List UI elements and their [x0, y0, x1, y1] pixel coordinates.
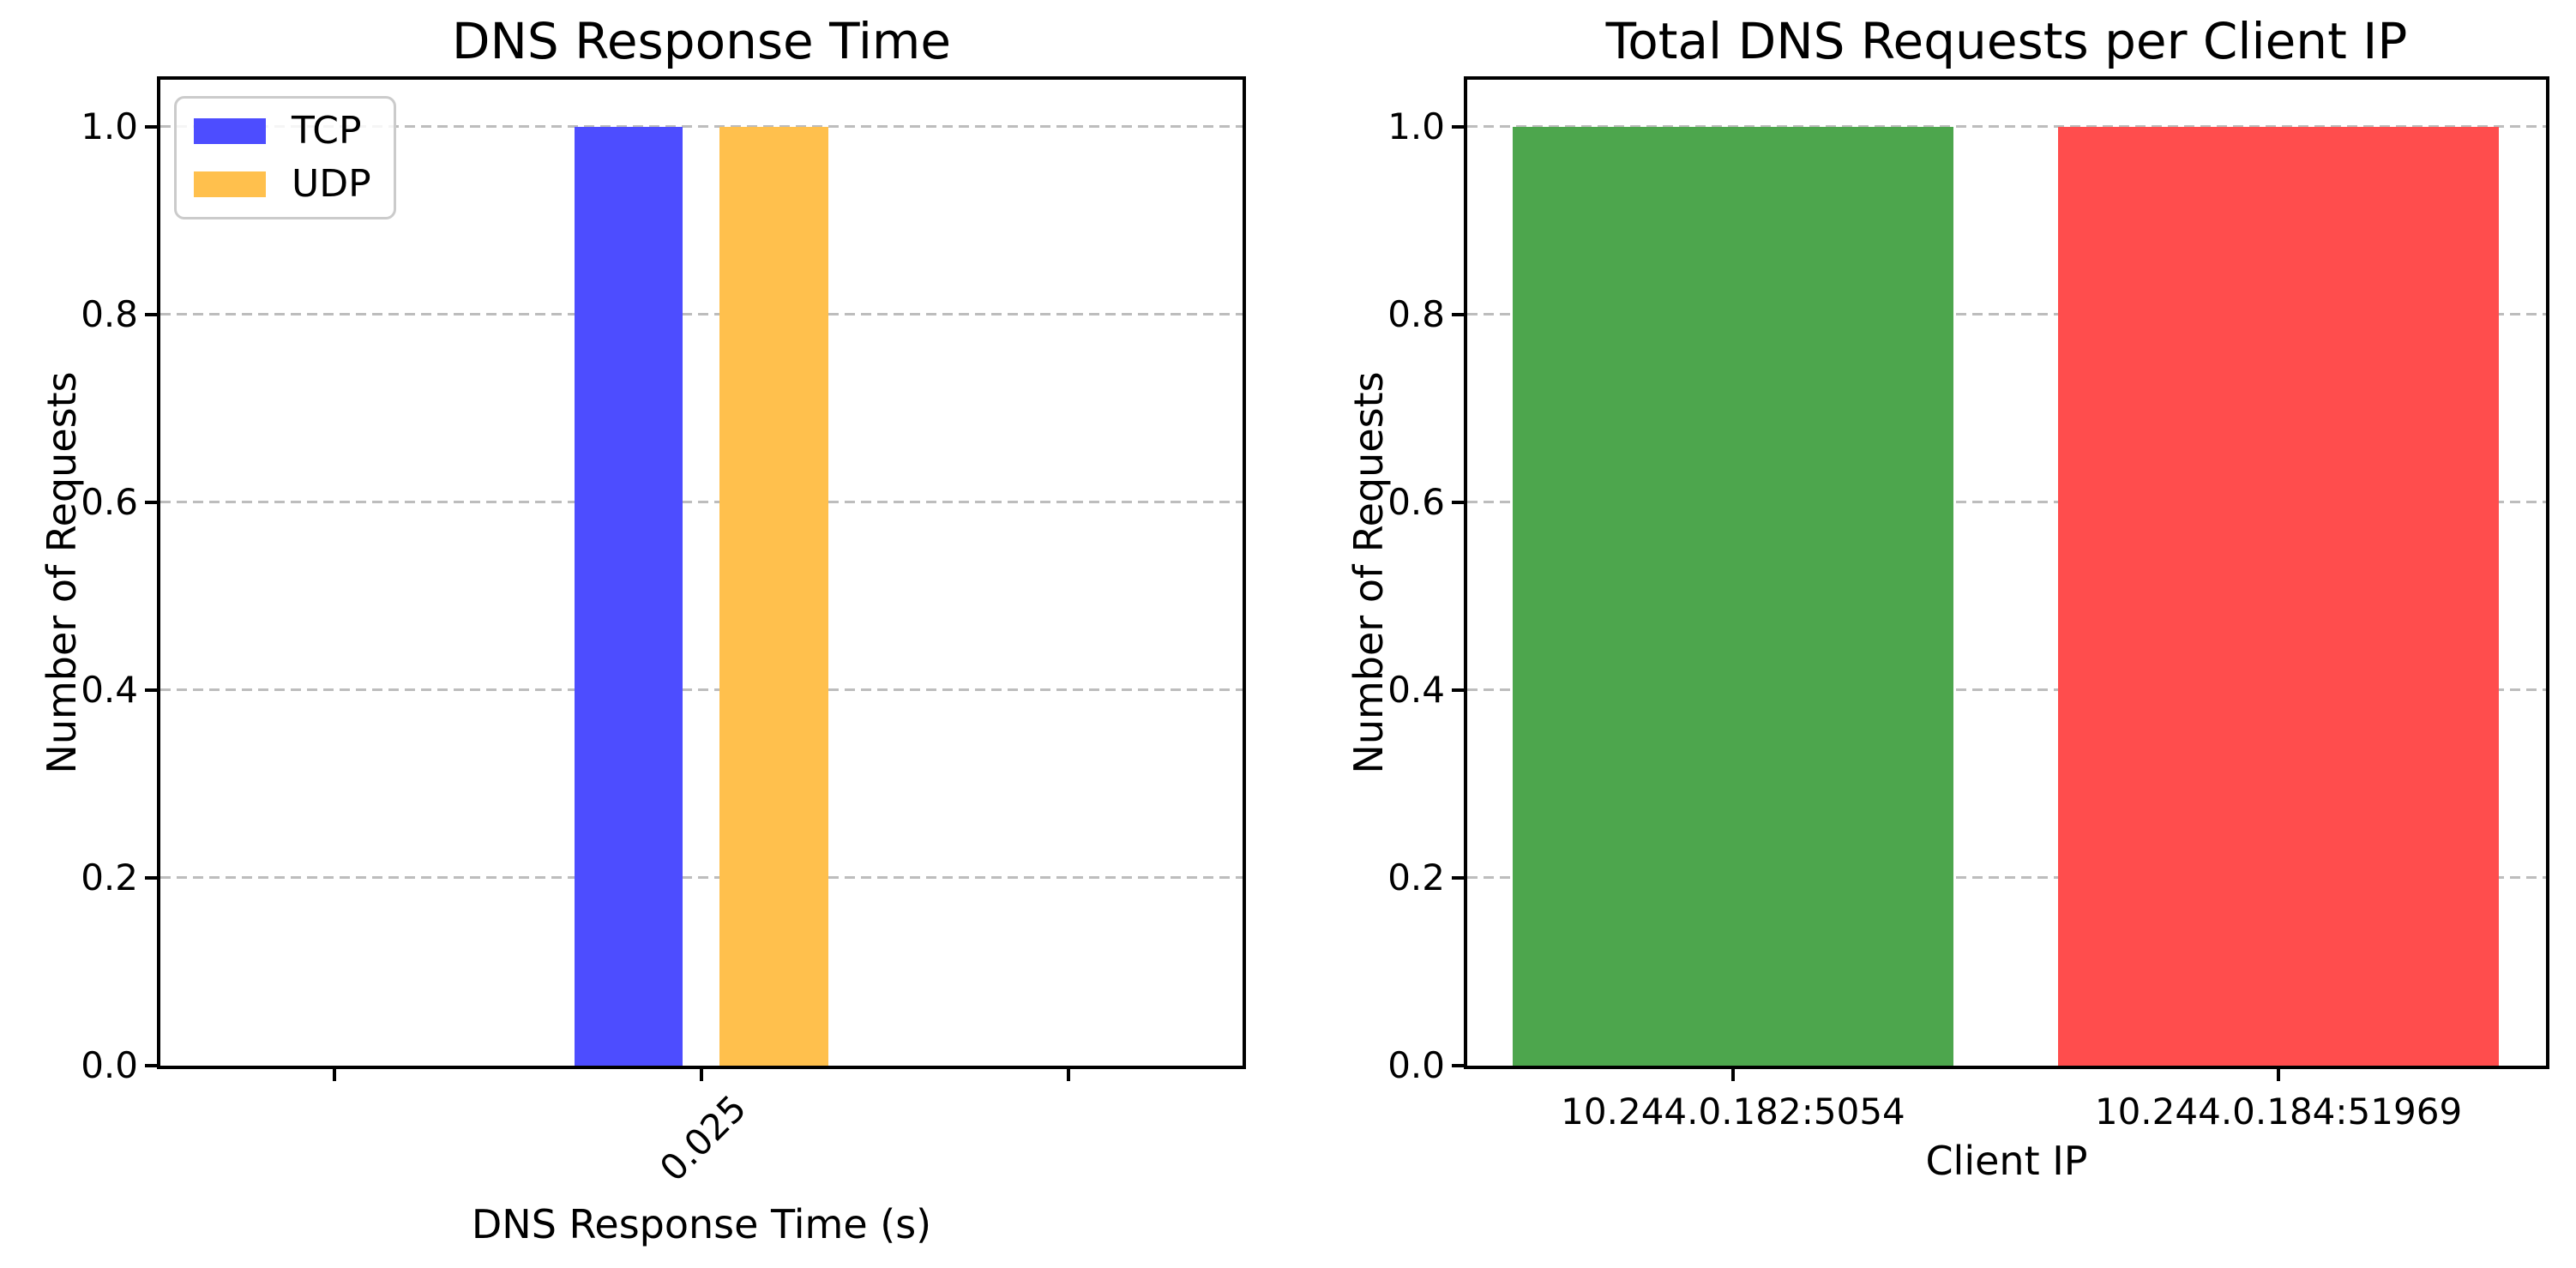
- left-chart-plot-area: 0.0 0.2 0.4 0.6 0.8 1.0 0.025 TCP UDP: [81, 76, 1246, 1189]
- y-tick-mark: [1452, 875, 1467, 880]
- x-tick-mark: [2277, 1066, 2281, 1081]
- bar-tcp: [575, 126, 683, 1066]
- y-gridline: [1467, 688, 2546, 692]
- x-tick-mark: [333, 1066, 337, 1081]
- bar-10-244-0-182-5054: [1512, 126, 1953, 1066]
- legend-label: TCP: [292, 109, 362, 153]
- y-gridline: [1467, 501, 2546, 504]
- y-tick-mark: [145, 688, 160, 692]
- y-tick-label: 1.0: [81, 105, 138, 147]
- y-gridline: [160, 125, 1243, 129]
- legend-row: UDP: [194, 165, 371, 203]
- y-tick-mark: [1452, 688, 1467, 692]
- y-tick-label: 0.4: [1387, 668, 1445, 711]
- y-gridline: [1467, 313, 2546, 316]
- y-tick-label: 0.8: [81, 292, 138, 335]
- y-gridline: [160, 688, 1243, 692]
- y-tick-label: 0.2: [1387, 856, 1445, 898]
- legend-row: TCP: [194, 112, 371, 150]
- y-tick-mark: [1452, 1064, 1467, 1067]
- y-tick-mark: [145, 500, 160, 504]
- right-chart-x-axis-label: Client IP: [1925, 1138, 2088, 1184]
- x-tick-mark: [1066, 1066, 1070, 1081]
- y-tick-mark: [1452, 312, 1467, 316]
- y-tick-label: 0.6: [1387, 480, 1445, 523]
- legend-label: UDP: [292, 162, 371, 206]
- y-tick-label: 0.2: [81, 856, 138, 898]
- left-chart-x-axis-label: DNS Response Time (s): [471, 1201, 932, 1247]
- left-chart-y-axis-label: Number of Requests: [39, 371, 85, 774]
- y-gridline: [160, 313, 1243, 316]
- y-tick-mark: [145, 875, 160, 880]
- y-gridline: [1467, 876, 2546, 880]
- y-tick-mark: [1452, 124, 1467, 129]
- y-tick-label: 0.0: [81, 1044, 138, 1086]
- legend-swatch-tcp: [194, 118, 266, 144]
- y-gridline: [1467, 125, 2546, 129]
- y-tick-label: 0.0: [1387, 1044, 1445, 1086]
- y-tick-label: 0.6: [81, 480, 138, 523]
- x-tick-mark: [700, 1066, 703, 1081]
- y-tick-label: 0.4: [81, 668, 138, 711]
- bar-udp: [719, 126, 828, 1066]
- right-chart-title: Total DNS Requests per Client IP: [1605, 12, 2408, 70]
- legend-swatch-udp: [194, 171, 266, 197]
- left-chart-title: DNS Response Time: [451, 12, 952, 70]
- x-tick-label: 10.244.0.184:51969: [2094, 1091, 2463, 1133]
- legend: TCP UDP: [174, 96, 396, 219]
- y-gridline: [160, 876, 1243, 880]
- x-tick-label: 10.244.0.182:5054: [1561, 1091, 1905, 1133]
- x-tick-label: 0.025: [651, 1086, 755, 1190]
- y-tick-mark: [1452, 500, 1467, 504]
- right-chart-plot-area: 0.0 0.2 0.4 0.6 0.8 1.0 10.244.0.182:5054 10.24…: [1387, 76, 2549, 1133]
- y-tick-mark: [145, 124, 160, 129]
- y-tick-label: 1.0: [1387, 105, 1445, 147]
- y-gridline: [160, 501, 1243, 504]
- x-tick-mark: [1730, 1066, 1735, 1081]
- right-chart-y-axis-label: Number of Requests: [1345, 371, 1392, 774]
- y-tick-mark: [145, 1064, 160, 1067]
- y-tick-label: 0.8: [1387, 292, 1445, 335]
- bar-10-244-0-184-51969: [2058, 126, 2500, 1066]
- y-tick-mark: [145, 312, 160, 316]
